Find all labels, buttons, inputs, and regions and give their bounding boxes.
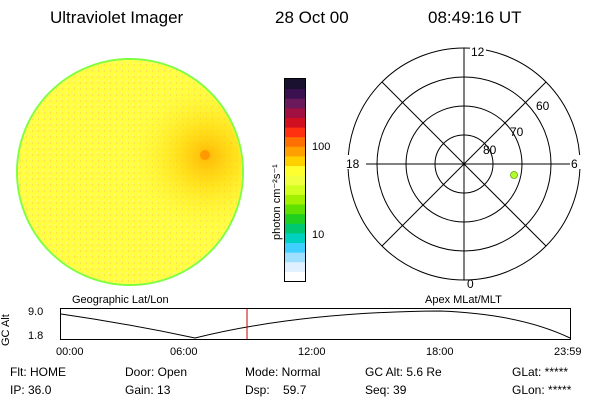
colorbar-band (285, 79, 305, 90)
colorbar-tick-10: 10 (312, 229, 325, 241)
info-flight: Flt: HOME (10, 365, 66, 379)
colorbar-band (285, 252, 305, 263)
info-glon: GLon: ***** (512, 383, 572, 397)
x-tick-1200: 12:00 (298, 346, 326, 358)
info-mode: Mode: Normal (245, 365, 321, 379)
x-tick-0000: 00:00 (56, 346, 84, 358)
colorbar-band (285, 204, 305, 215)
mlt-label-0: 0 (467, 277, 474, 291)
mlt-label-18: 18 (346, 157, 360, 171)
lat-label-60: 60 (536, 99, 550, 113)
colorbar-unit-label: photon cm⁻²s⁻¹ (271, 164, 283, 240)
info-glat: GLat: ***** (512, 365, 569, 379)
mlt-label-12: 12 (471, 45, 485, 59)
info-door: Door: Open (125, 365, 188, 379)
colorbar-band (285, 223, 305, 234)
info-ip: IP: 36.0 (10, 383, 52, 397)
timeline-y-label: GC Alt (0, 314, 12, 346)
colorbar-band (285, 107, 305, 118)
lat-label-70: 70 (510, 125, 524, 139)
colorbar-band (285, 232, 305, 244)
colorbar-band (285, 98, 305, 109)
colorbar-tick-100: 100 (312, 141, 331, 153)
y-tick-9: 9.0 (28, 306, 44, 318)
x-tick-1800: 18:00 (426, 346, 454, 358)
colorbar-band (285, 117, 305, 128)
colorbar-band (285, 213, 305, 224)
polar-plot: 12 18 6 0 60 70 80 (344, 44, 584, 291)
colorbar-band (285, 271, 305, 282)
altitude-timeline (60, 308, 571, 340)
colorbar-band (285, 155, 305, 167)
colorbar-band (285, 136, 305, 147)
colorbar-band (285, 175, 305, 186)
auroral-image (16, 58, 244, 286)
colorbar-band (285, 184, 305, 195)
colorbar-band (285, 261, 305, 272)
lat-label-80: 80 (483, 143, 497, 157)
timeline-left-title: Geographic Lat/Lon (72, 294, 169, 306)
x-tick-2359: 23:59 (554, 346, 582, 358)
x-tick-0600: 06:00 (170, 346, 198, 358)
info-dsp: Dsp: 59.7 (245, 383, 307, 397)
instrument-title: Ultraviolet Imager (50, 8, 184, 27)
time-label: 08:49:16 UT (428, 8, 522, 27)
info-gain: Gain: 13 (125, 383, 171, 397)
info-seq: Seq: 39 (365, 383, 407, 397)
satellite-position-point (510, 171, 518, 179)
mlt-label-6: 6 (571, 157, 578, 171)
colorbar-scale (284, 78, 306, 282)
colorbar-band (285, 88, 305, 99)
colorbar-band (285, 127, 305, 138)
colorbar-band (285, 242, 305, 253)
colorbar-band (285, 165, 305, 176)
timeline-right-title: Apex MLat/MLT (425, 294, 502, 306)
y-tick-1-8: 1.8 (28, 330, 44, 342)
colorbar-band (285, 194, 305, 205)
info-gc-alt: GC Alt: 5.6 Re (365, 365, 442, 379)
altitude-curve (60, 310, 571, 339)
colorbar-band (285, 146, 305, 157)
date-label: 28 Oct 00 (275, 8, 349, 27)
